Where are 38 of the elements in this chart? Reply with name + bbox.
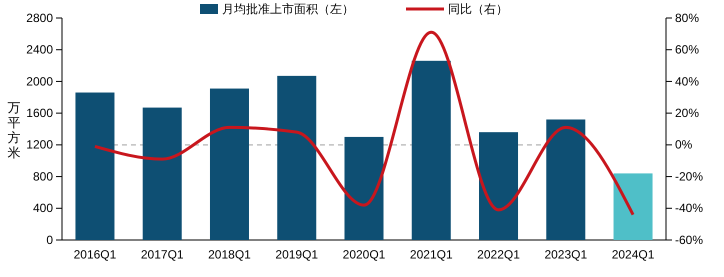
bar [479, 132, 518, 240]
y-tick-label: 2800 [26, 10, 54, 25]
x-tick-label: 2022Q1 [477, 248, 520, 262]
bar [412, 60, 451, 240]
y-tick-label: 800 [32, 169, 54, 184]
bar [546, 119, 586, 240]
x-tick-label: 2020Q1 [342, 248, 386, 262]
y2-tick-label: 40% [675, 74, 700, 88]
x-tick-label: 2021Q1 [410, 248, 453, 262]
bar [277, 76, 316, 240]
y-tick-label: 1200 [26, 138, 54, 152]
x-tick-label: 2023Q1 [544, 248, 588, 262]
y2-tick-label: -20% [675, 169, 704, 184]
bar [344, 136, 384, 240]
y2-tick-label: -60% [675, 232, 704, 247]
y2-tick-label: 0% [675, 138, 693, 152]
y-tick-label: 0 [46, 232, 54, 247]
x-tick-label: 2024Q1 [612, 248, 655, 262]
bar [210, 88, 249, 240]
y2-tick-label: 80% [675, 10, 700, 25]
x-tick-label: 2019Q1 [275, 248, 318, 262]
x-tick-label: 2018Q1 [208, 248, 252, 262]
y-axis-title: 万平方米 [8, 100, 20, 160]
y2-tick-label: 60% [675, 42, 700, 57]
y2-tick-label: -40% [675, 201, 704, 216]
line-series [93, 30, 635, 216]
x-tick-label: 2016Q1 [74, 248, 117, 262]
x-tick-label: 2017Q1 [140, 248, 184, 262]
y2-tick-label: 20% [675, 106, 700, 120]
y-tick-label: 400 [32, 201, 54, 216]
y-tick-label: 1600 [26, 106, 54, 120]
bar [614, 173, 653, 240]
y-tick-label: 2000 [26, 74, 54, 88]
y-tick-label: 2400 [26, 42, 54, 57]
bar [142, 108, 182, 240]
legend-label: 同比（右） [448, 2, 508, 16]
bar [75, 92, 114, 240]
legend-label: 月均批准上市面积（左） [222, 2, 354, 16]
